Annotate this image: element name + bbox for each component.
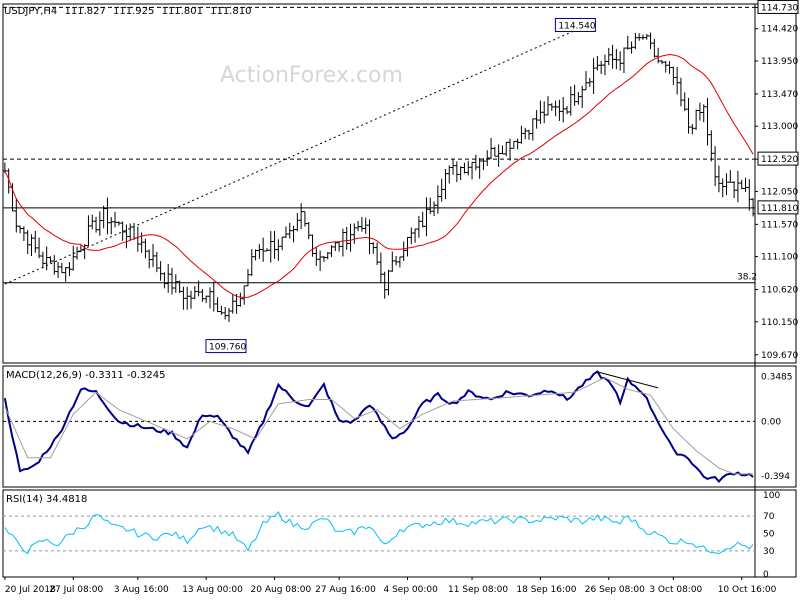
time-tick-label: 10 Oct 16:00 (718, 585, 777, 595)
rsi-tick-label: 70 (763, 512, 775, 522)
price-tick-label: 109.670 (761, 351, 798, 361)
price-tick-label: 112.050 (761, 187, 798, 197)
price-tick-label: 114.420 (761, 25, 798, 35)
trendline (4, 20, 598, 285)
price-levels (3, 6, 755, 284)
macd-tick-label: 0.3485 (761, 373, 793, 383)
rsi-tick-label: 0 (763, 570, 769, 580)
rsi-tick-label: 30 (763, 547, 775, 557)
time-tick-label: 3 Oct 08:00 (649, 585, 702, 595)
macd-divergence-line (597, 371, 659, 389)
price-tick-label: 114.730 (761, 3, 798, 13)
price-tick-label: 110.620 (761, 286, 798, 296)
macd-tick-label: 0.00 (761, 417, 781, 427)
time-tick-label: 3 Aug 16:00 (114, 585, 169, 595)
panel-frame-1 (2, 365, 797, 488)
annotation-box (554, 17, 596, 32)
fibonacci-label: 38.2 (737, 273, 757, 283)
watermark: ActionForex.com (220, 63, 403, 88)
time-tick-label: 26 Sep 08:00 (585, 585, 645, 595)
price-tick-label: 111.100 (761, 253, 798, 263)
rsi-title: RSI(14) 34.4818 (6, 494, 87, 505)
price-overlay: 114.540 109.760 (4, 17, 754, 354)
moving-average-line (4, 53, 754, 298)
macd-title: MACD(12,26,9) -0.3311 -0.3245 (6, 370, 166, 381)
price-tick-label: 111.570 (761, 220, 798, 230)
time-tick-label: 27 Aug 16:00 (315, 585, 376, 595)
rsi-tick-label: 50 (763, 530, 775, 540)
time-tick-label: 11 Sep 08:00 (448, 585, 508, 595)
rsi-tick-label: 100 (763, 491, 780, 501)
time-tick-label: 13 Aug 00:00 (182, 585, 243, 595)
macd-panel (3, 370, 755, 484)
current-price-box (757, 200, 799, 215)
price-tick-label: 110.150 (761, 318, 798, 328)
time-tick-label: 20 Jul 2018 (5, 585, 56, 595)
annotation-box (205, 339, 247, 354)
price-tick-label: 112.520 (761, 155, 798, 165)
panel-frame-2 (2, 489, 797, 578)
price-tick-label: 113.470 (761, 90, 798, 100)
annotation-label: 114.540 (558, 21, 595, 31)
macd-tick-label: -0.394 (761, 472, 790, 482)
time-tick-label: 27 Jul 08:00 (49, 585, 103, 595)
price-bars (2, 32, 756, 323)
panel-frame-0 (2, 3, 797, 364)
panel-frames (2, 3, 797, 578)
price-tick-label: 113.000 (761, 122, 798, 132)
time-tick-label: 20 Aug 08:00 (251, 585, 312, 595)
signal-line (4, 377, 754, 475)
annotation-label: 109.760 (209, 343, 246, 353)
time-tick-label: 4 Sep 00:00 (383, 585, 438, 595)
rsi-panel (3, 510, 755, 555)
current-price-label: 111.810 (761, 204, 798, 214)
axes: 114.730 114.420 113.950 113.470 113.000 112.5… (4, 0, 799, 595)
price-title: USDJPY,H4 111.827 111.925 111.801 111.81… (4, 6, 251, 17)
time-tick-label: 18 Sep 16:00 (516, 585, 576, 595)
rsi-line (4, 510, 754, 555)
price-tick-label: 113.950 (761, 57, 798, 67)
